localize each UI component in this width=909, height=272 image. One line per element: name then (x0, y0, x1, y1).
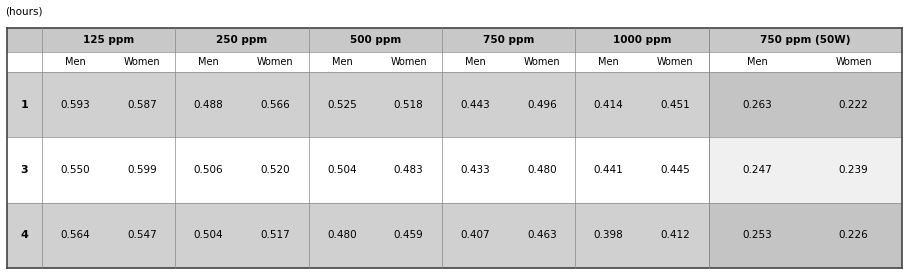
Text: 0.463: 0.463 (527, 230, 557, 240)
Text: 0.504: 0.504 (327, 165, 357, 175)
Text: 125 ppm: 125 ppm (83, 35, 135, 45)
Text: 0.525: 0.525 (327, 100, 357, 110)
Text: 0.443: 0.443 (461, 100, 490, 110)
Text: 750 ppm (50W): 750 ppm (50W) (760, 35, 851, 45)
Text: 0.480: 0.480 (327, 230, 357, 240)
Text: 0.520: 0.520 (261, 165, 290, 175)
Text: 1000 ppm: 1000 ppm (613, 35, 671, 45)
Text: 0.253: 0.253 (742, 230, 772, 240)
Text: (hours): (hours) (5, 7, 43, 17)
Bar (7, 28, 902, 52)
Text: 0.441: 0.441 (594, 165, 624, 175)
Text: 500 ppm: 500 ppm (350, 35, 401, 45)
Text: 0.504: 0.504 (194, 230, 224, 240)
Text: Men: Men (198, 57, 219, 67)
Text: Men: Men (65, 57, 85, 67)
Text: 0.239: 0.239 (839, 165, 868, 175)
Text: 4: 4 (21, 230, 28, 240)
Text: Women: Women (390, 57, 427, 67)
Text: 250 ppm: 250 ppm (216, 35, 267, 45)
Text: Men: Men (332, 57, 353, 67)
Text: Women: Women (524, 57, 560, 67)
Text: Men: Men (746, 57, 767, 67)
Text: 0.263: 0.263 (742, 100, 772, 110)
Text: 0.398: 0.398 (594, 230, 624, 240)
Text: 0.433: 0.433 (461, 165, 490, 175)
Text: 3: 3 (21, 165, 28, 175)
Text: Men: Men (598, 57, 619, 67)
Text: Women: Women (257, 57, 294, 67)
Text: 0.587: 0.587 (127, 100, 157, 110)
Text: 0.480: 0.480 (527, 165, 557, 175)
Text: 0.593: 0.593 (61, 100, 90, 110)
Text: 0.518: 0.518 (394, 100, 424, 110)
Text: 0.414: 0.414 (594, 100, 624, 110)
Bar (7, 203, 709, 268)
Text: Women: Women (835, 57, 872, 67)
Text: 0.412: 0.412 (661, 230, 690, 240)
Text: 0.517: 0.517 (261, 230, 290, 240)
Text: 0.506: 0.506 (194, 165, 224, 175)
Text: 0.566: 0.566 (261, 100, 290, 110)
Text: Women: Women (124, 57, 160, 67)
Text: Women: Women (657, 57, 694, 67)
Text: 0.483: 0.483 (394, 165, 424, 175)
Bar (709, 137, 902, 203)
Bar (709, 72, 902, 137)
Text: 0.407: 0.407 (461, 230, 490, 240)
Text: 0.599: 0.599 (127, 165, 157, 175)
Text: 0.445: 0.445 (661, 165, 690, 175)
Text: Men: Men (465, 57, 485, 67)
Bar (7, 52, 902, 72)
Text: 0.547: 0.547 (127, 230, 157, 240)
Text: 0.496: 0.496 (527, 100, 557, 110)
Text: 1: 1 (21, 100, 28, 110)
Bar (709, 203, 902, 268)
Text: 0.226: 0.226 (839, 230, 868, 240)
Text: 0.459: 0.459 (394, 230, 424, 240)
Text: 0.550: 0.550 (61, 165, 90, 175)
Text: 0.564: 0.564 (61, 230, 90, 240)
Text: 0.222: 0.222 (839, 100, 868, 110)
Text: 750 ppm: 750 ppm (483, 35, 534, 45)
Text: 0.488: 0.488 (194, 100, 224, 110)
Text: 0.247: 0.247 (742, 165, 772, 175)
Bar (7, 137, 709, 203)
Bar (7, 72, 709, 137)
Text: 0.451: 0.451 (661, 100, 690, 110)
